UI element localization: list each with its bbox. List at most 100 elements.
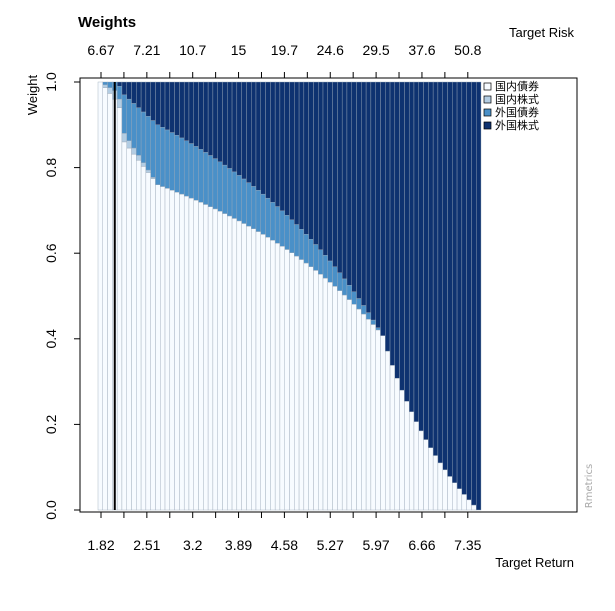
bar-segment [341, 278, 348, 296]
bar-segment [231, 81, 238, 173]
bar-segment [466, 499, 472, 511]
bar-segment [274, 243, 281, 511]
bar-segment [198, 81, 204, 150]
y-tick-label: 0.8 [43, 158, 59, 178]
y-tick-label: 0.2 [43, 414, 59, 434]
bar-segment [145, 116, 151, 171]
bar-segment [236, 220, 242, 511]
legend-swatch [483, 95, 492, 104]
bar-segment [102, 87, 108, 511]
bar-segment [217, 81, 223, 163]
bar-segment [145, 81, 151, 117]
bar-segment [279, 210, 285, 247]
bar-segment [169, 190, 175, 511]
bar-segment [145, 172, 151, 511]
bar-segment [428, 447, 434, 511]
bar-segment [308, 239, 314, 267]
bar-segment [322, 81, 329, 256]
bar-segment [212, 81, 218, 159]
x-tick-label: 1.82 [87, 537, 114, 553]
bar-segment [337, 272, 343, 291]
bar-segment [404, 401, 410, 511]
bar-segment [428, 81, 434, 448]
legend-entry: 外国株式 [495, 118, 539, 132]
bar-segment [284, 249, 290, 511]
bar-segment [198, 202, 204, 511]
bar-segment [140, 162, 147, 167]
bar-segment [361, 313, 367, 511]
bar-segment [164, 81, 171, 131]
bar-segment [179, 193, 185, 511]
bar-segment [121, 81, 127, 96]
x-tick-label: 5.97 [362, 537, 389, 553]
bar-segment [356, 298, 362, 310]
rmetrics-credit: Rmetrics [584, 464, 595, 508]
bar-segment [432, 455, 439, 511]
bar-segment [361, 305, 367, 315]
bar-segment [265, 197, 271, 238]
bar-segment [183, 81, 190, 141]
bar-segment [456, 81, 463, 489]
bar-segment [227, 215, 233, 511]
bar-segment [318, 249, 324, 275]
bar-segment [461, 81, 467, 495]
bar-segment [308, 266, 314, 511]
bar-segment [183, 140, 190, 197]
bar-segment [121, 94, 127, 134]
bar-segment [212, 208, 218, 511]
bar-segment [131, 147, 137, 155]
bar-segment [169, 132, 175, 191]
bar-segment [461, 494, 467, 511]
bar-segment [346, 299, 352, 511]
bar-segment [413, 421, 419, 511]
bar-segment [327, 281, 333, 511]
bar-segment [212, 158, 218, 210]
bar-segment [136, 155, 142, 161]
bar-segment [140, 81, 147, 113]
bar-segment [145, 169, 151, 173]
bar-segment [399, 81, 405, 391]
bar-segment [116, 86, 123, 100]
bar-segment [222, 213, 228, 511]
bar-segment [289, 219, 295, 253]
bar-segment [164, 188, 171, 511]
bar-segment [121, 133, 127, 143]
bar-segment [418, 430, 424, 511]
bar-segment [136, 107, 142, 156]
plot-area [97, 81, 482, 511]
bar-segment [131, 103, 137, 149]
bar-segment [198, 149, 204, 203]
bar-segment [193, 146, 199, 201]
x-tick-label: 5.27 [317, 537, 344, 553]
bar-segment [423, 439, 429, 511]
bar-segment [203, 204, 209, 511]
bar-segment [97, 81, 103, 511]
legend-entry: 国内株式 [495, 92, 539, 106]
x2-tick-label: 50.8 [454, 42, 481, 58]
legend-entry: 国内債券 [495, 79, 539, 93]
bar-segment [303, 234, 309, 264]
bar-segment [207, 206, 214, 511]
bar-segment [241, 178, 247, 224]
bar-segment [389, 365, 396, 511]
bar-segment [313, 244, 319, 271]
bar-segment [289, 81, 295, 221]
bar-segment [298, 229, 305, 260]
legend-entry: 外国債券 [495, 105, 539, 119]
bar-segment [303, 262, 309, 511]
bar-segment [126, 98, 132, 141]
bar-segment [169, 81, 175, 133]
bar-segment [365, 81, 372, 313]
bar-segment [260, 234, 266, 511]
bar-segment [437, 81, 443, 464]
bar-segment [116, 98, 123, 108]
x2-tick-label: 10.7 [179, 42, 206, 58]
x2-tick-label: 7.21 [133, 42, 160, 58]
bar-segment [341, 294, 348, 511]
legend-swatch [483, 121, 492, 130]
bar-segment [346, 81, 352, 286]
bar-segment [337, 290, 343, 511]
bar-segment [255, 190, 261, 232]
bar-segment [447, 81, 453, 477]
